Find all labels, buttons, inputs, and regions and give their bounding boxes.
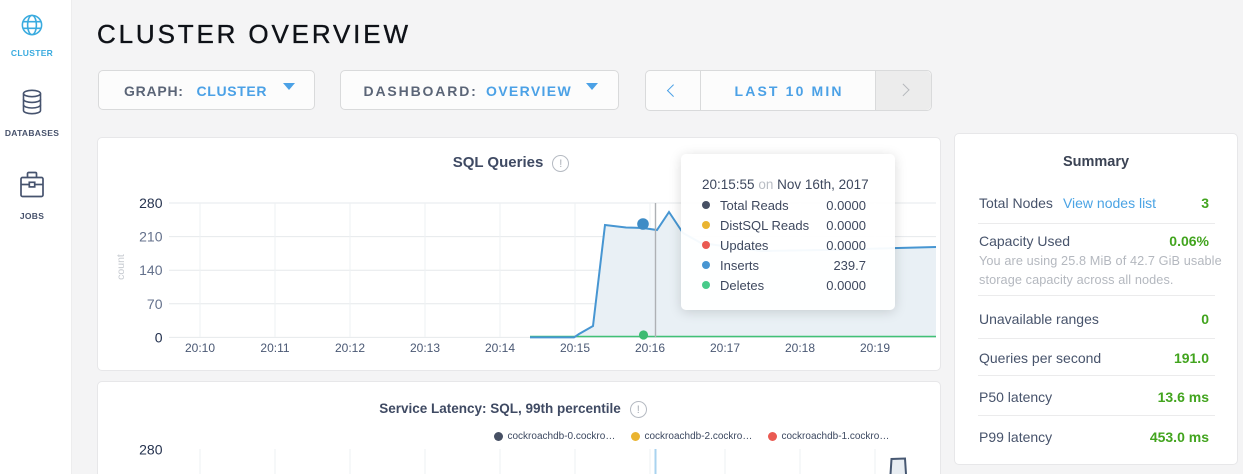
svg-text:70: 70	[147, 296, 163, 312]
svg-text:count: count	[115, 254, 127, 280]
svg-text:20:11: 20:11	[260, 341, 289, 355]
svg-text:280: 280	[139, 442, 163, 457]
svg-text:20:13: 20:13	[410, 341, 440, 355]
svg-text:20:10: 20:10	[185, 341, 215, 355]
svg-text:280: 280	[139, 195, 163, 211]
svg-text:140: 140	[139, 262, 163, 278]
svg-text:0: 0	[155, 329, 163, 345]
svg-text:20:18: 20:18	[785, 341, 815, 355]
svg-text:20:12: 20:12	[335, 341, 365, 355]
svg-text:210: 210	[139, 229, 163, 245]
svg-text:20:15: 20:15	[560, 341, 590, 355]
svg-text:20:16: 20:16	[635, 341, 665, 355]
svg-text:20:14: 20:14	[485, 341, 515, 355]
svg-text:20:17: 20:17	[710, 341, 740, 355]
svg-text:20:19: 20:19	[860, 341, 890, 355]
